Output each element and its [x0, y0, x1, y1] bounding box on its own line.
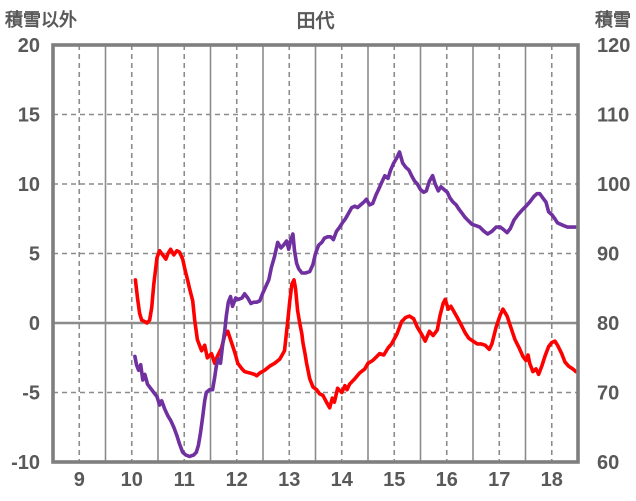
y-left-tick-label: 5: [29, 244, 40, 266]
x-tick-label: 10: [121, 469, 143, 491]
x-tick-label: 14: [331, 469, 354, 491]
y-left-tick-label: 0: [29, 313, 40, 335]
snow-series-line: [133, 150, 578, 459]
x-tick-label: 13: [278, 469, 300, 491]
x-tick-label: 18: [541, 469, 563, 491]
y-right-tick-label: 60: [597, 452, 619, 474]
y-left-tick-label: 15: [18, 105, 40, 127]
y-right-tick-label: 80: [597, 313, 619, 335]
x-tick-label: 17: [488, 469, 510, 491]
y-left-tick-label: -10: [11, 452, 40, 474]
chart-title: 田代: [296, 11, 335, 32]
x-tick-label: 9: [74, 469, 85, 491]
y-left-tick-label: 20: [18, 35, 40, 57]
y-right-tick-label: 100: [597, 174, 630, 196]
y-right-tick-label: 70: [597, 383, 619, 405]
x-tick-label: 15: [383, 469, 405, 491]
y-right-tick-label: 120: [597, 35, 630, 57]
left-axis-title: 積雪以外: [5, 10, 77, 30]
y-left-tick-label: 10: [18, 174, 40, 196]
x-tick-label: 12: [226, 469, 248, 491]
y-right-tick-label: 110: [597, 105, 629, 127]
plot-border: [51, 43, 580, 464]
non-snow-series-line: [133, 247, 578, 410]
y-left-tick-label: -5: [22, 383, 40, 405]
y-right-tick-label: 90: [597, 244, 619, 266]
x-tick-label: 16: [436, 469, 458, 491]
right-axis-title: 積雪: [595, 10, 631, 30]
x-tick-label: 11: [174, 469, 195, 491]
